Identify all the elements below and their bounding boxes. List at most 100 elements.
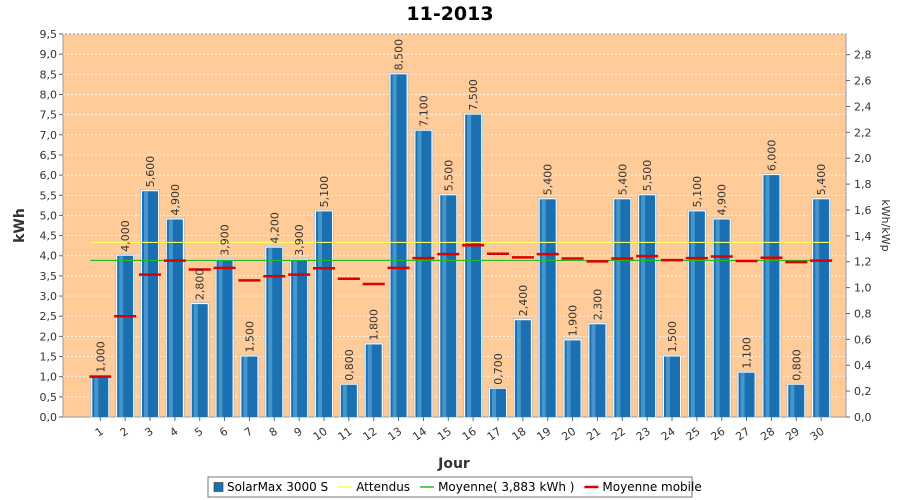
data-label: 3,900: [219, 224, 232, 255]
x-tick-label: 29: [783, 425, 802, 444]
legend-label: Moyenne mobile: [602, 480, 701, 494]
chart-title: 11-2013: [406, 3, 493, 25]
y-tick-label: 0,0: [40, 411, 58, 424]
bar-highlight: [268, 247, 273, 417]
y2-axis-title: kWh/kWp: [879, 199, 892, 251]
y-tick-label: 1,5: [40, 351, 58, 364]
data-label: 1,500: [666, 321, 679, 353]
data-label: 4,900: [169, 184, 182, 216]
x-tick-label: 11: [336, 425, 355, 444]
x-tick-label: 8: [267, 425, 280, 440]
y-tick-label: 8,5: [40, 68, 58, 81]
data-label: 0,800: [790, 349, 803, 381]
x-tick-label: 9: [292, 425, 305, 440]
data-label: 5,600: [144, 156, 157, 188]
bar-highlight: [193, 304, 198, 417]
y2-tick-label: 0,2: [854, 385, 872, 398]
bar-highlight: [815, 199, 820, 417]
x-tick-label: 25: [684, 425, 703, 444]
y-tick-label: 3,0: [40, 290, 58, 303]
y2-tick-label: 2,4: [854, 100, 872, 113]
y-tick-label: 5,0: [40, 209, 58, 222]
bar-highlight: [318, 211, 322, 417]
data-label: 7,100: [417, 95, 430, 127]
y-axis-title: kWh: [12, 208, 28, 243]
y2-tick-label: 1,4: [854, 230, 872, 243]
bar-highlight: [616, 199, 621, 417]
data-label: 2,400: [517, 285, 530, 317]
y-tick-label: 7,5: [40, 109, 58, 122]
data-label: 0,800: [343, 349, 356, 381]
x-tick-label: 28: [758, 425, 777, 444]
data-label: 5,500: [641, 160, 654, 192]
bar-highlight: [566, 340, 571, 417]
bar-highlight: [119, 255, 124, 417]
data-label: 2,800: [194, 269, 207, 301]
y2-tick-label: 0,6: [854, 333, 872, 346]
bar-highlight: [690, 211, 695, 417]
x-axis-title: Jour: [437, 456, 470, 472]
y-tick-label: 8,0: [40, 88, 58, 101]
x-tick-label: 1: [93, 425, 106, 440]
bar-highlight: [293, 259, 298, 417]
y2-axis: 0,0 0,2 0,4 0,6 0,8 1,0 1,2 1,4 1,6 1,8 2,0 2,2 2,4 2…: [846, 49, 872, 424]
bar-highlight: [666, 356, 670, 417]
x-tick-label: 12: [361, 425, 380, 444]
bar-highlight: [442, 195, 447, 417]
y2-tick-label: 1,8: [854, 178, 872, 191]
y-axis: 0,0 0,5 1,0 1,5 2,0 2,5 3,0 3,5 4,0 4,5 5,0 5,5 6,0 6…: [40, 28, 63, 424]
data-label: 7,500: [467, 79, 480, 111]
x-tick-label: 6: [217, 425, 230, 440]
data-label: 5,100: [691, 176, 704, 208]
data-label: 1,900: [567, 305, 580, 337]
y2-tick-label: 0,0: [854, 411, 872, 424]
bar-highlight: [467, 114, 472, 417]
x-tick-label: 5: [192, 425, 205, 440]
data-label: 2,300: [591, 289, 604, 321]
data-label: 1,100: [741, 337, 754, 369]
bar-highlight: [591, 324, 596, 417]
bar-highlight: [790, 384, 795, 417]
reference-lines: [90, 241, 832, 262]
x-tick-label: 10: [311, 425, 330, 444]
x-tick-label: 22: [609, 425, 628, 444]
x-tick-label: 20: [559, 425, 578, 444]
bar-highlight: [641, 195, 646, 417]
data-label: 6,000: [765, 140, 778, 172]
bar-highlight: [367, 344, 372, 417]
y-tick-label: 6,5: [40, 149, 58, 162]
x-tick-label: 30: [808, 425, 827, 444]
x-tick-label: 18: [510, 425, 529, 444]
y-tick-label: 6,0: [40, 169, 58, 182]
x-tick-label: 19: [535, 425, 554, 444]
data-label: 1,800: [368, 309, 381, 341]
x-tick-label: 4: [167, 425, 180, 440]
y2-tick-label: 0,8: [854, 307, 872, 320]
bar-highlight: [392, 74, 397, 417]
bar-highlight: [94, 376, 99, 417]
bar-highlight: [765, 175, 770, 417]
data-label: 4,000: [119, 220, 132, 252]
data-label: 5,500: [442, 160, 455, 192]
x-tick-label: 14: [410, 425, 429, 444]
y2-tick-label: 1,0: [854, 282, 872, 295]
y-tick-label: 9,5: [40, 28, 58, 41]
bar-highlight: [541, 199, 546, 417]
bar-highlight: [218, 259, 223, 417]
data-label: 8,500: [393, 39, 406, 71]
bar-highlight: [144, 191, 148, 417]
legend-label: Moyenne( 3,883 kWh ): [438, 480, 574, 494]
y-tick-label: 9,0: [40, 48, 58, 61]
data-label: 5,400: [815, 164, 828, 196]
y-tick-label: 7,0: [40, 129, 58, 142]
data-label: 3,900: [293, 224, 306, 256]
y-tick-label: 3,5: [40, 270, 58, 283]
moving-average-markers: [89, 244, 833, 378]
y2-tick-label: 2,8: [854, 49, 872, 62]
x-tick-label: 26: [709, 425, 728, 444]
y2-tick-label: 0,4: [854, 359, 872, 372]
x-tick-label: 15: [435, 425, 454, 444]
y2-tick-label: 2,2: [854, 126, 872, 139]
y-tick-label: 5,5: [40, 189, 58, 202]
